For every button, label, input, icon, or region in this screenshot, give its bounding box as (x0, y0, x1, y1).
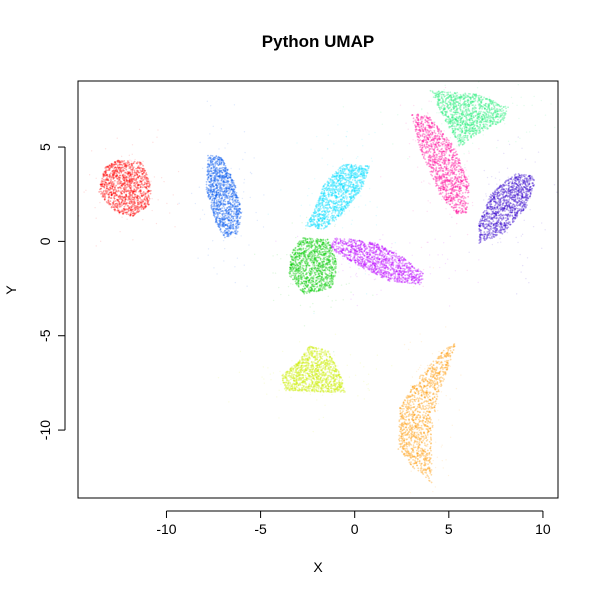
x-tick-label: 0 (351, 521, 359, 537)
plot-frame (77, 80, 559, 499)
y-tick-label: 5 (37, 143, 53, 151)
x-tick-label: 5 (445, 521, 453, 537)
cluster-6 (380, 86, 495, 288)
cluster-3 (267, 124, 397, 315)
y-tick-label: -10 (37, 420, 53, 440)
cluster-1 (78, 128, 180, 247)
y-axis-label: Y (3, 285, 19, 295)
x-tick-label: 10 (535, 521, 551, 537)
cluster-8 (438, 126, 558, 295)
cluster-9 (217, 333, 393, 433)
chart-title: Python UMAP (262, 32, 374, 51)
x-tick-label: -10 (156, 521, 176, 537)
x-axis: -10 -5 0 5 10 (156, 510, 551, 537)
x-tick-label: -5 (254, 521, 267, 537)
y-tick-label: -5 (37, 329, 53, 342)
cluster-4 (253, 192, 374, 353)
x-axis-label: X (313, 559, 323, 575)
cluster-5 (275, 234, 480, 307)
cluster-7 (342, 81, 556, 166)
cluster-10 (397, 267, 462, 494)
cluster-2 (178, 100, 265, 287)
y-axis: -10 -5 0 5 (37, 143, 66, 440)
y-tick-label: 0 (37, 237, 53, 245)
scatter-points (78, 81, 558, 494)
